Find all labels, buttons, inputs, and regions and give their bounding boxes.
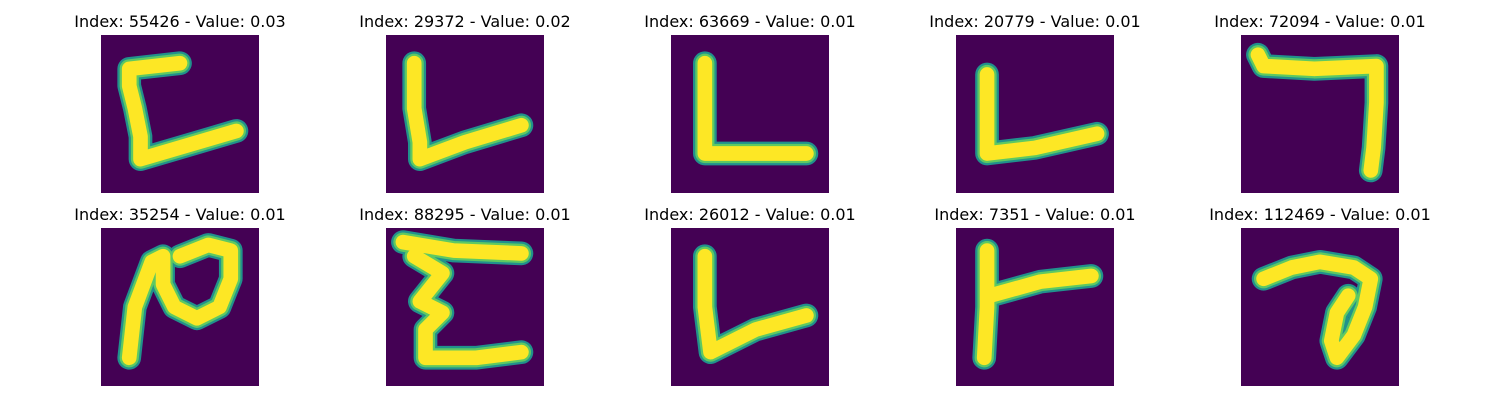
panel-title: Index: 72094 - Value: 0.01 — [1214, 12, 1426, 31]
panel-title: Index: 7351 - Value: 0.01 — [934, 205, 1136, 224]
digit-image — [956, 35, 1114, 193]
panel-title: Index: 35254 - Value: 0.01 — [74, 205, 286, 224]
panel-title: Index: 55426 - Value: 0.03 — [74, 12, 286, 31]
panel-title: Index: 112469 - Value: 0.01 — [1209, 205, 1431, 224]
digit-image — [1241, 228, 1399, 386]
digit-image — [101, 35, 259, 193]
digit-image — [671, 35, 829, 193]
panel-title: Index: 20779 - Value: 0.01 — [929, 12, 1141, 31]
digit-image — [671, 228, 829, 386]
panel-title: Index: 26012 - Value: 0.01 — [644, 205, 856, 224]
digit-image — [1241, 35, 1399, 193]
digit-image — [386, 35, 544, 193]
digit-image — [101, 228, 259, 386]
panel-title: Index: 29372 - Value: 0.02 — [359, 12, 571, 31]
panel-title: Index: 63669 - Value: 0.01 — [644, 12, 856, 31]
panel-title: Index: 88295 - Value: 0.01 — [359, 205, 571, 224]
digit-image — [386, 228, 544, 386]
digit-image — [956, 228, 1114, 386]
